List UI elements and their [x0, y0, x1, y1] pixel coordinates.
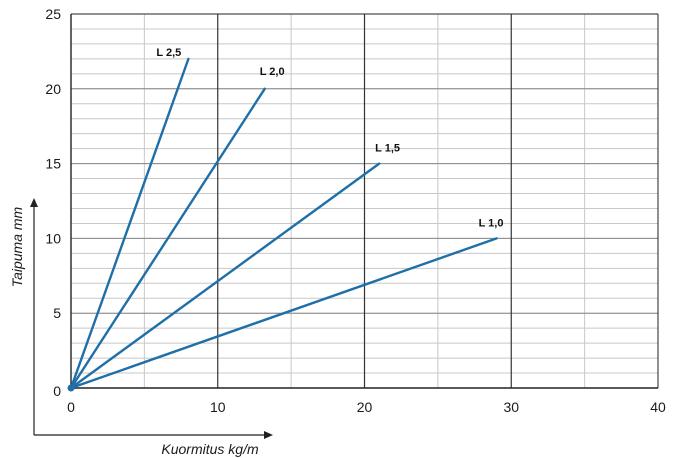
y-axis-label: Taipuma mm [9, 206, 25, 287]
origin-point [67, 384, 75, 392]
y-tick-label: 15 [45, 156, 61, 172]
x-axis-arrow-head [264, 431, 273, 439]
y-tick-labels: 0 5 10 15 20 25 [45, 6, 61, 399]
series-label: L 2,0 [260, 66, 285, 78]
series-lines [67, 57, 498, 392]
x-tick-label: 40 [650, 399, 666, 415]
x-tick-label: 0 [67, 399, 75, 415]
y-tick-label: 25 [45, 6, 61, 22]
series-line [69, 162, 381, 390]
series-line [69, 237, 498, 390]
series-line [69, 57, 190, 390]
series-label: L 1,5 [375, 143, 400, 155]
major-gridlines [71, 14, 658, 388]
x-tick-label: 30 [503, 399, 519, 415]
x-tick-label: 20 [357, 399, 373, 415]
series-labels: L 2,5 L 2,0 L 1,5 L 1,0 [156, 47, 503, 230]
series-line [69, 87, 266, 390]
y-tick-label: 5 [53, 305, 61, 321]
series-label: L 2,5 [156, 47, 181, 59]
y-tick-label: 20 [45, 81, 61, 97]
x-axis-label: Kuormitus kg/m [161, 441, 259, 457]
series-label: L 1,0 [479, 217, 504, 229]
y-axis-arrow-head [30, 198, 38, 207]
x-tick-label: 10 [210, 399, 226, 415]
y-tick-label: 0 [53, 383, 61, 399]
plot-border [70, 13, 659, 389]
y-tick-label: 10 [45, 230, 61, 246]
x-tick-labels: 0 10 20 30 40 [67, 399, 666, 415]
